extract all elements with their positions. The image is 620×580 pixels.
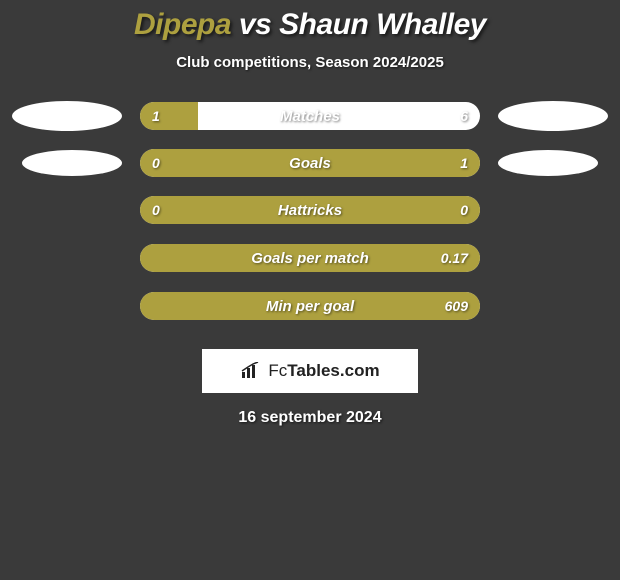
stat-label: Goals bbox=[140, 149, 480, 177]
stat-bar: Goals per match0.17 bbox=[140, 244, 480, 272]
stat-value-right: 6 bbox=[460, 102, 468, 130]
stat-row: Goals per match0.17 bbox=[62, 243, 558, 273]
date-label: 16 september 2024 bbox=[238, 409, 381, 427]
stat-value-right: 0 bbox=[460, 196, 468, 224]
stat-value-right: 1 bbox=[460, 149, 468, 177]
comparison-card: Dipepa vs Shaun Whalley Club competition… bbox=[0, 0, 620, 427]
player1-badge bbox=[22, 150, 122, 176]
stat-bar: Min per goal609 bbox=[140, 292, 480, 320]
stat-value-right: 0.17 bbox=[441, 244, 468, 272]
player2-badge bbox=[498, 150, 598, 176]
title-player2: Shaun Whalley bbox=[279, 8, 486, 41]
stat-bar: 0Goals1 bbox=[140, 149, 480, 177]
stat-row: 0Hattricks0 bbox=[62, 195, 558, 225]
page-title: Dipepa vs Shaun Whalley bbox=[134, 8, 486, 42]
stat-row: 0Goals1 bbox=[62, 149, 558, 177]
stat-label: Hattricks bbox=[140, 196, 480, 224]
stat-label: Min per goal bbox=[140, 292, 480, 320]
title-vs: vs bbox=[239, 8, 271, 41]
stat-value-right: 609 bbox=[445, 292, 468, 320]
stat-bar: 0Hattricks0 bbox=[140, 196, 480, 224]
stat-row: 1Matches6 bbox=[62, 101, 558, 131]
chart-icon bbox=[240, 362, 262, 380]
stat-row: Min per goal609 bbox=[62, 291, 558, 321]
player2-badge bbox=[498, 101, 608, 131]
player1-badge bbox=[12, 101, 122, 131]
title-player1: Dipepa bbox=[134, 8, 231, 41]
brand-logo: FcTables.com bbox=[202, 349, 418, 393]
stat-bar: 1Matches6 bbox=[140, 102, 480, 130]
subtitle: Club competitions, Season 2024/2025 bbox=[176, 54, 444, 71]
brand-text: FcTables.com bbox=[268, 361, 379, 381]
stat-rows: 1Matches60Goals10Hattricks0Goals per mat… bbox=[62, 101, 558, 339]
stat-label: Matches bbox=[140, 102, 480, 130]
stat-label: Goals per match bbox=[140, 244, 480, 272]
